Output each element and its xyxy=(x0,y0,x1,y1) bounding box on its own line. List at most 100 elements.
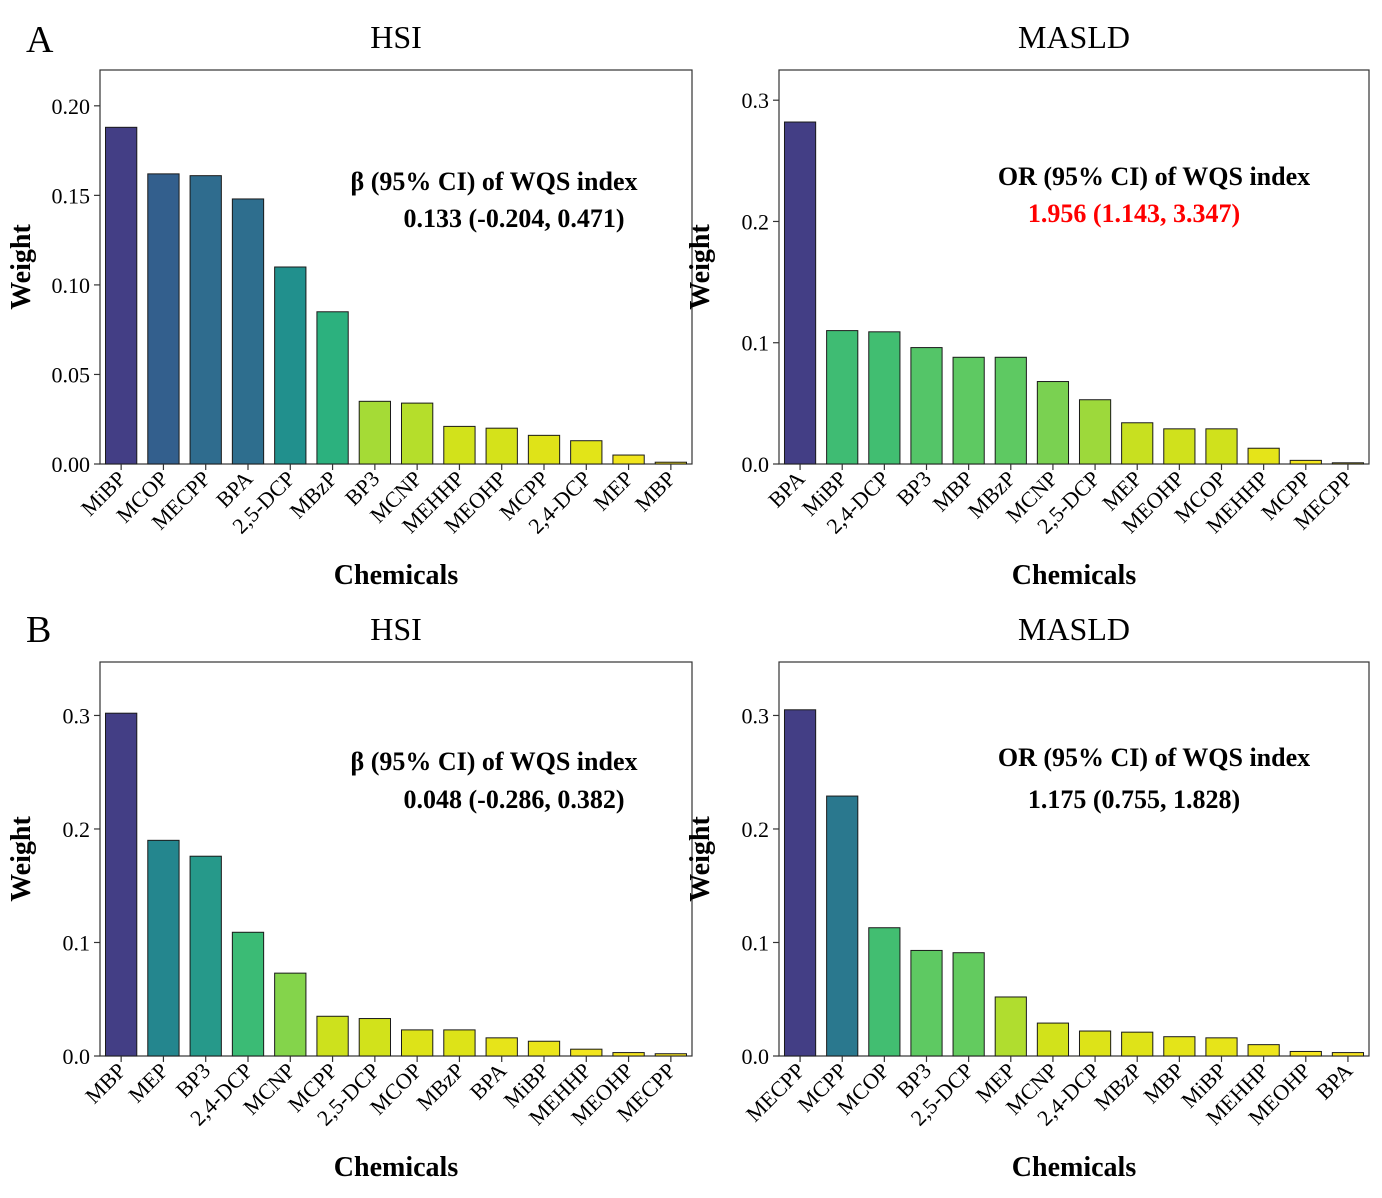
bar-meohp xyxy=(1289,1050,1322,1057)
chart-b-hsi: HSI0.00.10.20.3WeightMBPMEPBP32,4-DCPMCN… xyxy=(6,611,693,1183)
x-tick-label: MBzP xyxy=(412,1058,469,1115)
bar-bpa xyxy=(783,121,817,465)
bar-mep xyxy=(612,454,645,465)
bar-2-5-dcp xyxy=(952,952,985,1057)
bar-bp3 xyxy=(358,400,392,465)
bar-mbp xyxy=(1163,1036,1196,1057)
chart-title: MASLD xyxy=(1018,611,1130,647)
chart-title: HSI xyxy=(370,19,422,55)
chart-b-masld: MASLD0.00.10.20.3WeightMECPPMCPPMCOPBP32… xyxy=(685,611,1370,1183)
bar-mbp xyxy=(952,356,985,465)
bar-mecpp xyxy=(654,1053,688,1057)
bar-bp3 xyxy=(910,347,943,465)
bar-mcop xyxy=(147,173,180,465)
x-tick-label: MEP xyxy=(588,466,638,516)
bar-mcnp xyxy=(1036,381,1070,465)
plot-frame xyxy=(99,69,693,465)
bar-mbzp xyxy=(316,311,349,465)
y-axis-label: Weight xyxy=(6,816,37,902)
bar-mep xyxy=(994,996,1027,1057)
bar-mcnp xyxy=(274,972,307,1057)
chart-a-masld: MASLD0.00.10.20.3WeightBPAMiBP2,4-DCPBP3… xyxy=(685,19,1370,591)
y-tick-label: 0.15 xyxy=(52,183,91,208)
y-tick-label: 0.3 xyxy=(63,703,91,728)
bar-meohp xyxy=(485,427,518,465)
y-tick-label: 0.0 xyxy=(63,1044,91,1069)
panel-label-b: B xyxy=(26,609,52,651)
bar-bpa xyxy=(1331,1052,1365,1057)
chart-title: MASLD xyxy=(1018,19,1130,55)
y-tick-label: 0.2 xyxy=(742,209,770,234)
bar-2-5-dcp xyxy=(274,266,307,465)
bar-mehhp xyxy=(1247,447,1280,465)
wqs-annotation-label: β (95% CI) of WQS index xyxy=(351,747,638,776)
bar-mibp xyxy=(104,126,138,465)
wqs-annotation-label: β (95% CI) of WQS index xyxy=(351,167,638,196)
wqs-annotation-value: 1.956 (1.143, 3.347) xyxy=(1028,199,1240,228)
bar-2-5-dcp xyxy=(358,1018,392,1057)
plot-frame xyxy=(778,661,1370,1057)
chart-title: HSI xyxy=(370,611,422,647)
bar-mcpp xyxy=(527,434,561,465)
wqs-annotation-value: 0.133 (-0.204, 0.471) xyxy=(404,204,625,233)
bar-mep xyxy=(147,839,180,1057)
bar-mibp xyxy=(1205,1037,1238,1057)
y-tick-label: 0.00 xyxy=(52,452,91,477)
bar-mbp xyxy=(654,461,688,465)
bar-mep xyxy=(1121,422,1154,465)
y-tick-label: 0.0 xyxy=(742,452,770,477)
bar-mehhp xyxy=(443,425,476,465)
plot-frame xyxy=(99,661,693,1057)
wqs-annotation-value: 0.048 (-0.286, 0.382) xyxy=(404,785,625,814)
y-tick-label: 0.3 xyxy=(742,88,770,113)
bar-bp3 xyxy=(189,855,222,1057)
x-tick-label: MBzP xyxy=(285,466,342,523)
bar-meohp xyxy=(612,1052,645,1057)
y-tick-label: 0.2 xyxy=(742,817,770,842)
bar-mcop xyxy=(400,1029,434,1057)
y-axis-label: Weight xyxy=(6,224,37,310)
plot-frame xyxy=(778,69,1370,465)
x-tick-label: MBzP xyxy=(1089,1058,1146,1115)
wqs-annotation-value: 1.175 (0.755, 1.828) xyxy=(1028,785,1240,814)
bar-mbzp xyxy=(1121,1031,1154,1057)
bar-mcpp xyxy=(826,795,859,1057)
y-tick-label: 0.3 xyxy=(742,703,770,728)
wqs-annotation-label: OR (95% CI) of WQS index xyxy=(998,162,1310,191)
x-tick-label: MBP xyxy=(630,466,681,517)
x-tick-label: BP3 xyxy=(892,466,936,510)
bar-mcop xyxy=(1205,428,1238,465)
y-tick-label: 0.2 xyxy=(63,817,91,842)
bar-mecpp xyxy=(1331,462,1365,465)
bar-mecpp xyxy=(783,709,817,1057)
bar-mibp xyxy=(826,330,859,465)
bar-mcnp xyxy=(400,402,434,465)
x-axis-label: Chemicals xyxy=(334,1152,459,1183)
bar-meohp xyxy=(1163,428,1196,465)
bar-mecpp xyxy=(189,175,222,465)
bar-mcop xyxy=(868,927,901,1057)
bar-mbzp xyxy=(443,1029,476,1057)
y-tick-label: 0.0 xyxy=(742,1044,770,1069)
bar-mehhp xyxy=(570,1048,603,1057)
y-tick-label: 0.20 xyxy=(52,94,91,119)
x-axis-label: Chemicals xyxy=(1012,560,1137,591)
bar-2-4-dcp xyxy=(231,931,265,1057)
bar-bpa xyxy=(485,1037,518,1057)
bar-mcpp xyxy=(1289,459,1322,465)
x-tick-label: MEP xyxy=(123,1058,173,1108)
x-tick-label: BPA xyxy=(1311,1058,1358,1105)
bar-mcpp xyxy=(316,1015,349,1057)
y-tick-label: 0.1 xyxy=(742,331,770,356)
bar-mibp xyxy=(527,1040,561,1057)
bar-mehhp xyxy=(1247,1044,1280,1057)
y-tick-label: 0.10 xyxy=(52,273,91,298)
bar-mbp xyxy=(104,712,138,1057)
bar-2-4-dcp xyxy=(1078,1030,1112,1057)
bar-mcnp xyxy=(1036,1022,1070,1057)
panel-label-a: A xyxy=(26,19,54,61)
wqs-annotation-label: OR (95% CI) of WQS index xyxy=(998,743,1310,772)
bar-bpa xyxy=(231,198,265,465)
bar-2-4-dcp xyxy=(570,440,603,465)
